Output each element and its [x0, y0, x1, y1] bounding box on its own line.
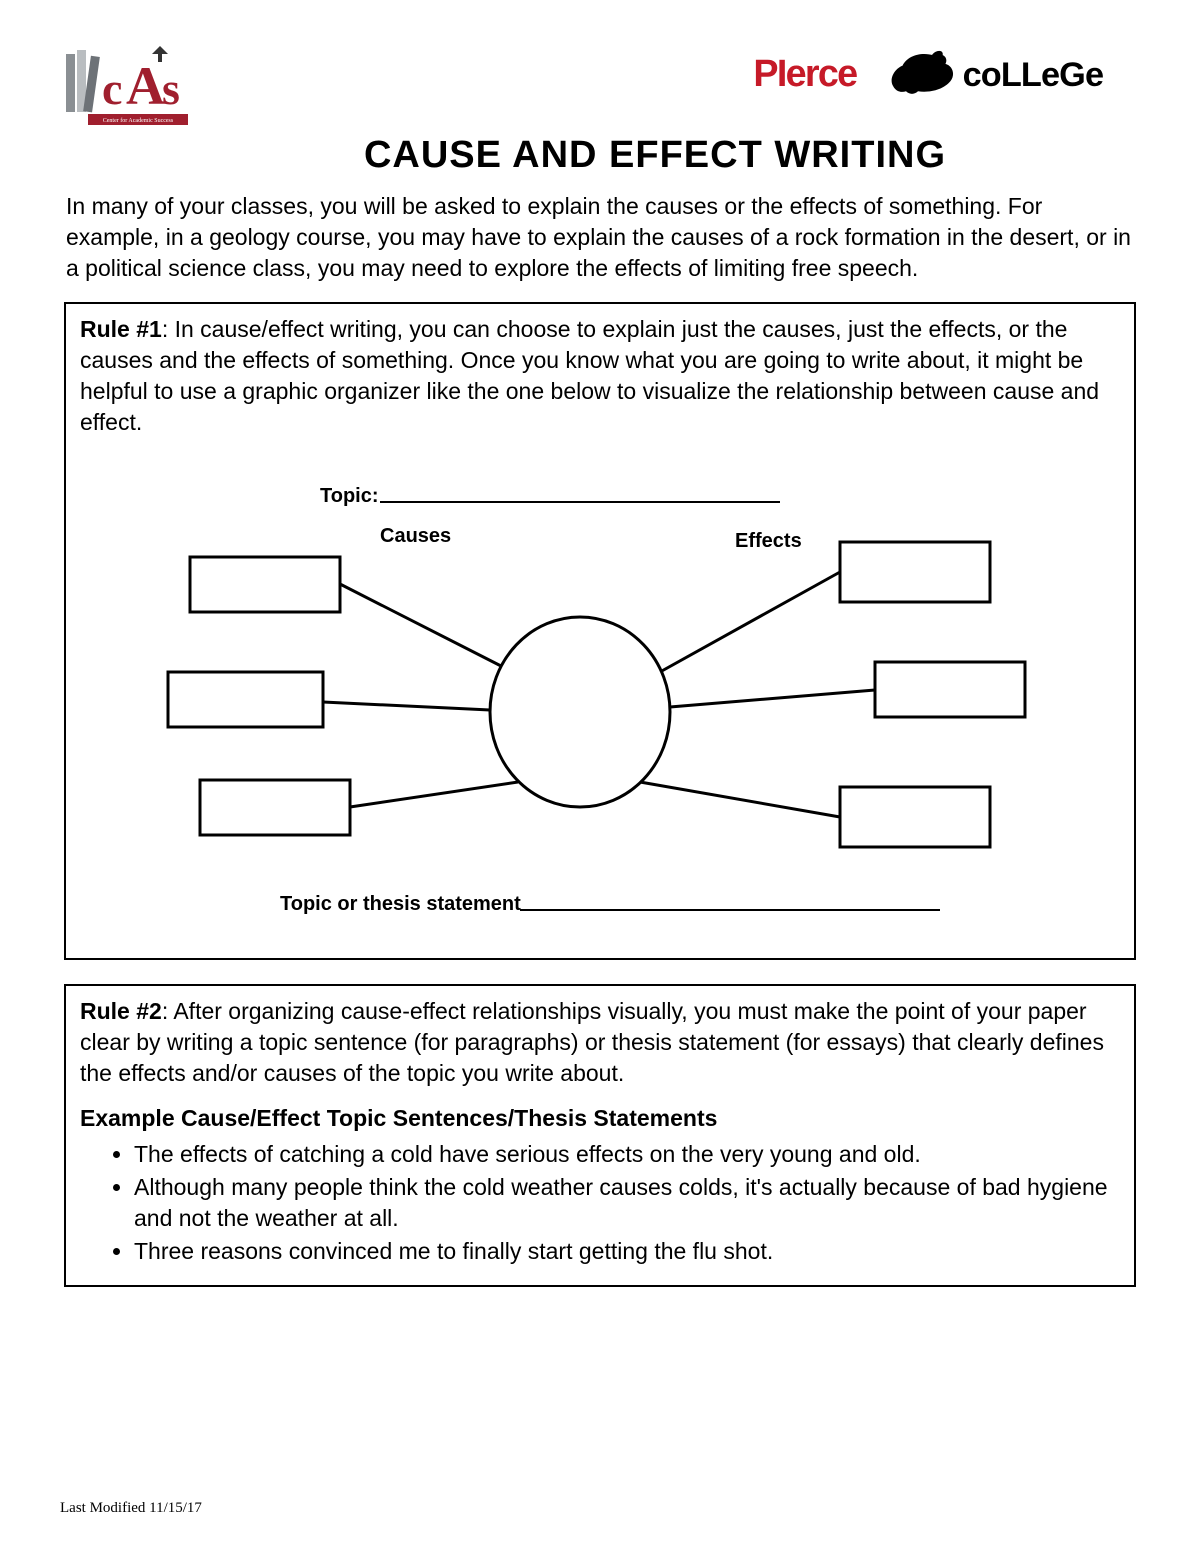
cas-logo: c A s Center for Academic Success — [60, 40, 200, 130]
svg-text:Causes: Causes — [380, 525, 451, 547]
example-item: Although many people think the cold weat… — [134, 1172, 1120, 1234]
rule-1-text: Rule #1: In cause/effect writing, you ca… — [80, 314, 1120, 438]
svg-text:s: s — [162, 63, 180, 114]
rule-2-body: : After organizing cause-effect relation… — [80, 998, 1104, 1086]
svg-text:coLLeGe: coLLeGe — [963, 56, 1104, 94]
rule-2-label: Rule #2 — [80, 998, 162, 1024]
svg-text:Topic or thesis statement: Topic or thesis statement — [280, 893, 521, 915]
last-modified-footer: Last Modified 11/15/17 — [60, 1500, 202, 1517]
svg-text:PIerce: PIerce — [753, 52, 857, 94]
rule-2-box: Rule #2: After organizing cause-effect r… — [64, 984, 1136, 1286]
example-item: The effects of catching a cold have seri… — [134, 1139, 1120, 1170]
intro-paragraph: In many of your classes, you will be ask… — [66, 191, 1134, 284]
rule-2-text: Rule #2: After organizing cause-effect r… — [80, 996, 1120, 1089]
header-row: c A s Center for Academic Success PIerce… — [60, 40, 1140, 130]
svg-text:Effects: Effects — [735, 530, 802, 552]
examples-heading: Example Cause/Effect Topic Sentences/The… — [80, 1103, 1120, 1134]
pierce-college-logo: PIerce coLLeGe — [720, 40, 1140, 110]
page-title: CAUSE AND EFFECT WRITING — [170, 134, 1140, 177]
examples-list: The effects of catching a cold have seri… — [80, 1139, 1120, 1267]
svg-text:c: c — [102, 63, 122, 114]
organizer-diagram: Topic:Causes Effects Topic or thesis state… — [120, 462, 1080, 942]
rule-1-body: : In cause/effect writing, you can choos… — [80, 316, 1099, 435]
svg-text:Topic:: Topic: — [320, 485, 379, 507]
svg-text:A: A — [126, 56, 165, 116]
svg-text:Center for Academic Success: Center for Academic Success — [103, 117, 174, 124]
rule-1-box: Rule #1: In cause/effect writing, you ca… — [64, 302, 1136, 960]
graphic-organizer: Topic:Causes Effects Topic or thesis state… — [80, 462, 1120, 942]
example-item: Three reasons convinced me to finally st… — [134, 1236, 1120, 1267]
worksheet-page: c A s Center for Academic Success PIerce… — [0, 0, 1200, 1553]
rule-1-label: Rule #1 — [80, 316, 162, 342]
